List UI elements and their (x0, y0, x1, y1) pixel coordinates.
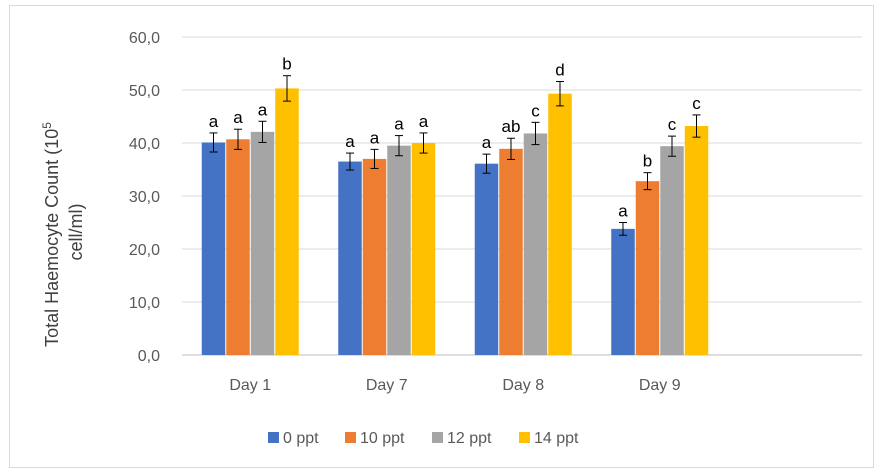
legend-swatch (345, 432, 356, 443)
significance-label: a (209, 112, 219, 131)
significance-label: d (555, 61, 564, 80)
bar (250, 131, 275, 355)
significance-label: a (482, 133, 492, 152)
y-axis-label-line2: cell/ml) (66, 204, 86, 261)
bar (474, 163, 499, 355)
y-tick-label: 30,0 (129, 189, 160, 206)
legend-label: 14 ppt (534, 430, 579, 447)
legend: 0 ppt 10 ppt 12 ppt 14 ppt (268, 430, 579, 447)
bar (548, 93, 572, 356)
significance-label: b (282, 55, 291, 74)
bars (201, 88, 709, 356)
y-tick-labels: 0,0 10,0 20,0 30,0 40,0 50,0 60,0 (129, 30, 160, 365)
legend-label: 0 ppt (283, 430, 319, 447)
error-bars (209, 75, 701, 236)
y-axis-label-line1: Total Haemocyte Count (10 (42, 129, 62, 347)
bar (635, 181, 660, 355)
significance-label: a (233, 108, 243, 127)
bar (387, 145, 411, 355)
bar (226, 139, 250, 355)
bar (362, 158, 387, 355)
legend-label: 12 ppt (447, 430, 492, 447)
legend-swatch (268, 432, 279, 443)
bar (411, 143, 436, 355)
y-tick-label: 40,0 (129, 136, 160, 153)
legend-label: 10 ppt (360, 430, 405, 447)
x-category-labels: Day 1 Day 7 Day 8 Day 9 (229, 377, 680, 394)
bar (275, 88, 299, 355)
significance-label: a (394, 115, 404, 134)
significance-label: c (668, 115, 677, 134)
y-axis-label: Total Haemocyte Count (105 cell/ml) (35, 117, 86, 347)
y-tick-label: 20,0 (129, 242, 160, 259)
bar (523, 133, 548, 355)
significance-label: a (618, 202, 628, 221)
x-category-label: Day 1 (229, 377, 271, 394)
significance-label: ab (502, 117, 521, 136)
bar (660, 146, 684, 355)
bar (684, 126, 709, 355)
legend-swatch (519, 432, 530, 443)
y-axis-label-sup: 5 (40, 122, 54, 129)
bar (611, 228, 635, 355)
bar (499, 148, 523, 355)
bar (201, 142, 226, 355)
y-tick-label: 60,0 (129, 30, 160, 47)
legend-swatch (432, 432, 443, 443)
y-tick-label: 0,0 (138, 348, 160, 365)
bar (338, 161, 362, 355)
significance-label: a (370, 128, 380, 147)
significance-label: b (643, 152, 652, 171)
chart-frame (9, 5, 874, 468)
significance-label: a (419, 112, 429, 131)
y-tick-label: 50,0 (129, 83, 160, 100)
significance-label: c (692, 94, 701, 113)
significance-label: a (258, 100, 268, 119)
x-category-label: Day 7 (366, 377, 408, 394)
x-category-label: Day 8 (502, 377, 544, 394)
significance-label: c (531, 101, 540, 120)
y-tick-label: 10,0 (129, 295, 160, 312)
x-category-label: Day 9 (639, 377, 681, 394)
significance-label: a (345, 132, 355, 151)
